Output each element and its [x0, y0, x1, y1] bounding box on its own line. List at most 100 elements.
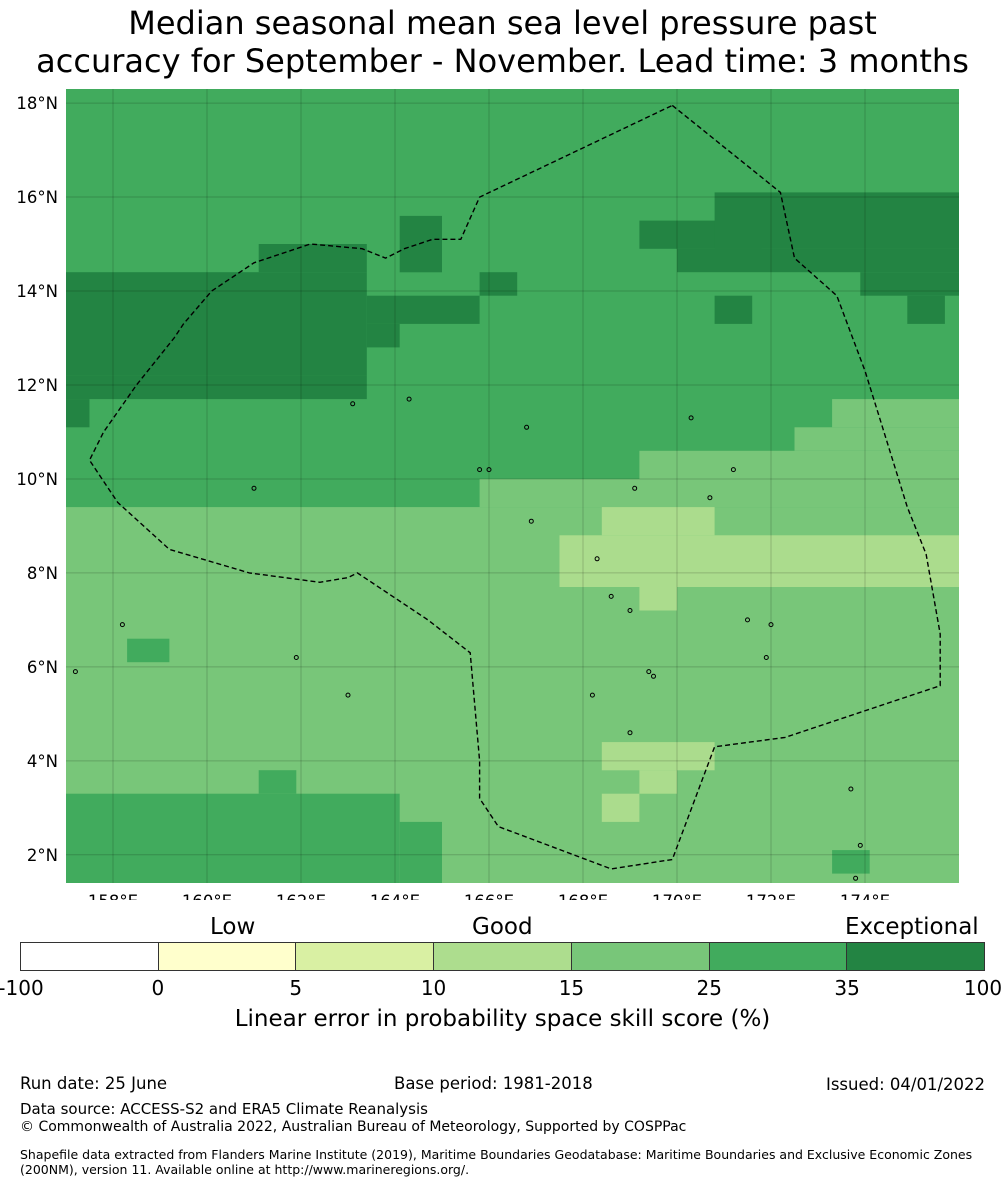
- lat-tick-label: 6°N: [27, 658, 58, 677]
- island-outline: [293, 655, 299, 660]
- lat-tick-label: 16°N: [16, 188, 58, 207]
- map-title-line-1: Median seasonal mean sea level pressure …: [128, 4, 877, 42]
- island-outline: [745, 617, 750, 623]
- map-plot-area: [66, 89, 959, 883]
- map-title: Median seasonal mean sea level pressure …: [0, 4, 1005, 80]
- lon-tick-label: 158°E: [88, 892, 138, 900]
- graticule: [66, 89, 959, 883]
- island-outline: [707, 495, 713, 501]
- island-outline: [594, 556, 600, 562]
- skill-cell-c25: [66, 793, 400, 883]
- skill-cell-c35: [399, 215, 442, 273]
- island-outline: [632, 485, 638, 491]
- island-outline: [768, 622, 774, 628]
- colorbar-segment: [709, 943, 848, 970]
- skill-cell-c25: [258, 770, 297, 794]
- skill-cell-c35: [677, 248, 959, 273]
- island-outline: [853, 875, 859, 881]
- colorbar-tick-label: 35: [834, 976, 860, 1000]
- skill-cell-c35: [714, 192, 959, 249]
- data-source: Data source: ACCESS-S2 and ERA5 Climate …: [20, 1100, 428, 1118]
- skill-cell-c25: [399, 821, 442, 883]
- island-outline: [857, 842, 863, 848]
- island-outline: [528, 518, 534, 524]
- island-outline: [646, 669, 652, 675]
- island-outline: [486, 467, 492, 473]
- skill-cell-c10: [601, 742, 715, 771]
- lon-tick-label: 164°E: [370, 892, 420, 900]
- island-outline: [72, 669, 78, 675]
- run-date: Run date: 25 June: [20, 1074, 168, 1093]
- lat-tick-label: 10°N: [16, 470, 58, 489]
- colorbar-label-good: Good: [472, 914, 533, 940]
- colorbar-label-exceptional: Exceptional: [845, 914, 979, 940]
- island-outline: [651, 673, 656, 679]
- colorbar-tick-label: 10: [420, 976, 447, 1000]
- island-outline: [627, 608, 633, 613]
- skill-cell-c15: [479, 479, 959, 508]
- skill-cell-c10: [601, 793, 640, 822]
- base-period: Base period: 1981-2018: [394, 1074, 593, 1093]
- lon-tick-label: 170°E: [652, 892, 702, 900]
- island-outline: [119, 622, 125, 628]
- colorbar-segment: [296, 943, 435, 970]
- colorbar-tick-label: 100: [963, 976, 1003, 1000]
- map-axes: 18°N 16°N 14°N 12°N 10°N 8°N 6°N 4°N 2°N 158°E 160…: [16, 94, 890, 900]
- shapefile-credit: Shapefile data extracted from Flanders M…: [20, 1147, 973, 1177]
- skill-score-map: 18°N 16°N 14°N 12°N 10°N 8°N 6°N 4°N 2°N 158°E 160…: [16, 89, 959, 900]
- issued-date: Issued: 04/01/2022: [825, 1075, 985, 1094]
- island-outline: [763, 655, 769, 660]
- skill-cell-c35: [258, 244, 367, 273]
- island-outline: [688, 415, 694, 421]
- lon-tick-label: 172°E: [746, 892, 796, 900]
- skill-cell-c35: [479, 272, 518, 296]
- colorbar-tick-label: -100: [0, 976, 44, 1000]
- lon-tick-label: 162°E: [276, 892, 326, 900]
- skill-cell-c10: [601, 507, 715, 536]
- lat-tick-label: 2°N: [27, 846, 58, 865]
- skill-cell-c35: [714, 295, 753, 324]
- island-outline: [848, 786, 854, 792]
- island-outline: [589, 692, 595, 698]
- colorbar-tick-label: 5: [289, 976, 303, 1000]
- colorbar-segment: [21, 943, 159, 970]
- lat-tick-label: 8°N: [27, 564, 58, 583]
- skill-cell-c15: [794, 427, 959, 451]
- lat-tick-label: 4°N: [27, 752, 58, 771]
- skill-cell-c25: [832, 850, 870, 874]
- island-outline: [608, 593, 614, 599]
- colorbar: [20, 942, 985, 971]
- colorbar-title: Linear error in probability space skill …: [234, 1006, 771, 1032]
- skill-cell-c10: [559, 535, 959, 587]
- lon-tick-label: 160°E: [182, 892, 232, 900]
- map-overlay: [72, 104, 941, 881]
- lat-tick-label: 18°N: [16, 94, 58, 113]
- skill-cell-c35: [860, 272, 959, 296]
- island-outline: [477, 467, 483, 473]
- skill-cell-c10: [639, 770, 677, 794]
- skill-cell-c15: [639, 450, 959, 479]
- island-outline: [627, 730, 633, 736]
- colorbar-tick-label: 25: [696, 976, 723, 1000]
- colorbar-segment: [847, 943, 985, 970]
- lat-tick-label: 14°N: [16, 282, 58, 301]
- lat-tick-label: 12°N: [16, 376, 58, 395]
- map-title-line-2: accuracy for September - November. Lead …: [36, 42, 969, 80]
- colorbar-segment: [571, 943, 710, 970]
- island-outline: [406, 396, 412, 402]
- skill-cell-c35: [366, 295, 480, 324]
- skill-cell-c35: [66, 375, 367, 400]
- colorbar-segment: [434, 943, 572, 970]
- island-outline: [251, 485, 257, 491]
- colorbar-tick-label: 15: [558, 976, 585, 1000]
- colorbar-tick-label: 0: [151, 976, 165, 1000]
- island-outline: [345, 692, 351, 698]
- lon-tick-label: 174°E: [840, 892, 890, 900]
- skill-cell-c25: [127, 638, 170, 663]
- colorbar-segment: [158, 943, 297, 970]
- island-outline: [524, 424, 530, 430]
- skill-cell-c35: [66, 399, 90, 428]
- skill-cell-c35: [366, 323, 400, 348]
- colorbar-label-low: Low: [210, 914, 256, 940]
- skill-cell-c15: [832, 399, 959, 428]
